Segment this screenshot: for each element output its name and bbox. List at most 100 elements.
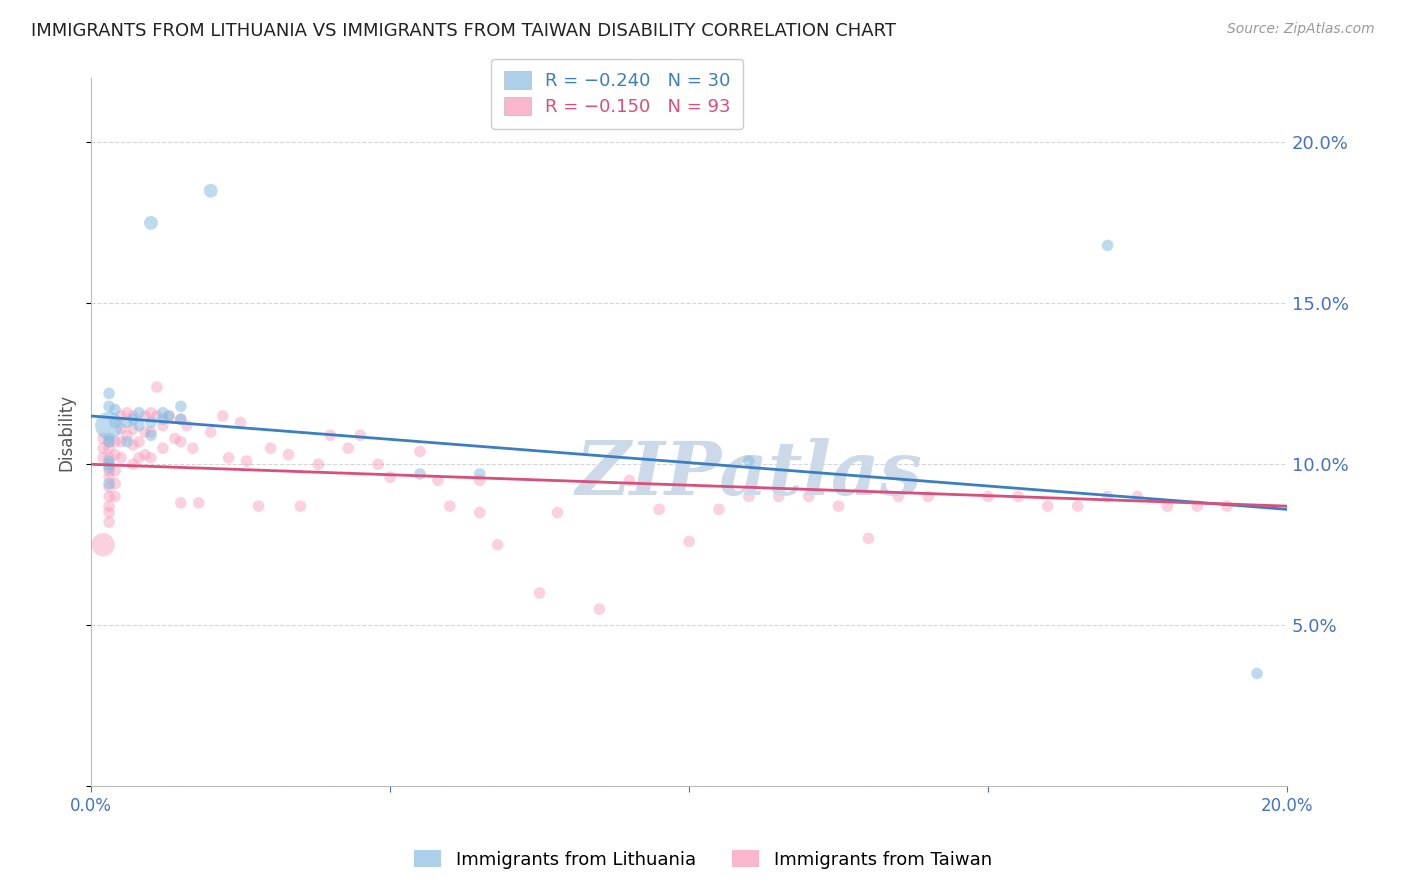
Point [259,441,281,455]
Point [104,476,127,491]
Point [98,476,121,491]
Point [104,402,127,417]
Point [98,490,121,504]
Point [170,496,193,510]
Point [170,412,193,426]
Point [98,386,121,401]
Point [91,432,114,446]
Point [917,490,939,504]
Point [134,409,156,423]
Point [707,502,730,516]
Point [98,470,121,484]
Point [139,216,162,230]
Y-axis label: Disability: Disability [58,393,75,471]
Point [648,502,671,516]
Point [1097,238,1119,252]
Point [409,467,432,481]
Point [157,409,180,423]
Point [827,499,849,513]
Point [349,428,371,442]
Point [797,490,820,504]
Point [104,464,127,478]
Point [181,441,204,455]
Point [588,602,610,616]
Point [122,438,145,452]
Point [115,428,138,442]
Point [1066,499,1088,513]
Point [163,432,186,446]
Point [619,474,641,488]
Point [98,450,121,465]
Legend: R = −0.240   N = 30, R = −0.150   N = 93: R = −0.240 N = 30, R = −0.150 N = 93 [491,59,744,128]
Point [211,409,233,423]
Point [98,441,121,455]
Point [91,441,114,455]
Point [738,454,761,468]
Point [152,406,174,420]
Point [115,416,138,430]
Point [486,538,509,552]
Point [98,454,121,468]
Point [98,499,121,513]
Point [98,434,121,449]
Point [1216,499,1239,513]
Point [170,434,193,449]
Point [122,457,145,471]
Point [104,416,127,430]
Point [1156,499,1178,513]
Point [229,416,252,430]
Point [98,464,121,478]
Point [128,450,150,465]
Point [1097,490,1119,504]
Point [858,531,880,545]
Point [115,406,138,420]
Point [247,499,270,513]
Point [290,499,312,513]
Text: ZIPatlas: ZIPatlas [575,438,922,511]
Point [98,457,121,471]
Point [235,454,257,468]
Point [319,428,342,442]
Point [91,450,114,465]
Point [128,418,150,433]
Point [110,409,132,423]
Point [1246,666,1268,681]
Point [104,434,127,449]
Point [98,480,121,494]
Point [98,400,121,414]
Point [110,450,132,465]
Point [768,490,790,504]
Point [139,428,162,442]
Point [115,434,138,449]
Point [122,422,145,436]
Point [439,499,461,513]
Point [176,418,198,433]
Point [1007,490,1029,504]
Point [468,467,491,481]
Point [134,448,156,462]
Point [738,490,761,504]
Point [98,432,121,446]
Point [337,441,360,455]
Point [122,412,145,426]
Point [157,409,180,423]
Point [468,506,491,520]
Point [170,400,193,414]
Point [1187,499,1209,513]
Point [139,425,162,439]
Point [104,448,127,462]
Point [887,490,910,504]
Point [409,444,432,458]
Point [307,457,329,471]
Point [139,416,162,430]
Point [122,409,145,423]
Point [139,450,162,465]
Point [678,534,700,549]
Point [187,496,209,510]
Point [547,506,569,520]
Point [98,434,121,449]
Point [128,406,150,420]
Point [104,490,127,504]
Point [367,457,389,471]
Point [1126,490,1149,504]
